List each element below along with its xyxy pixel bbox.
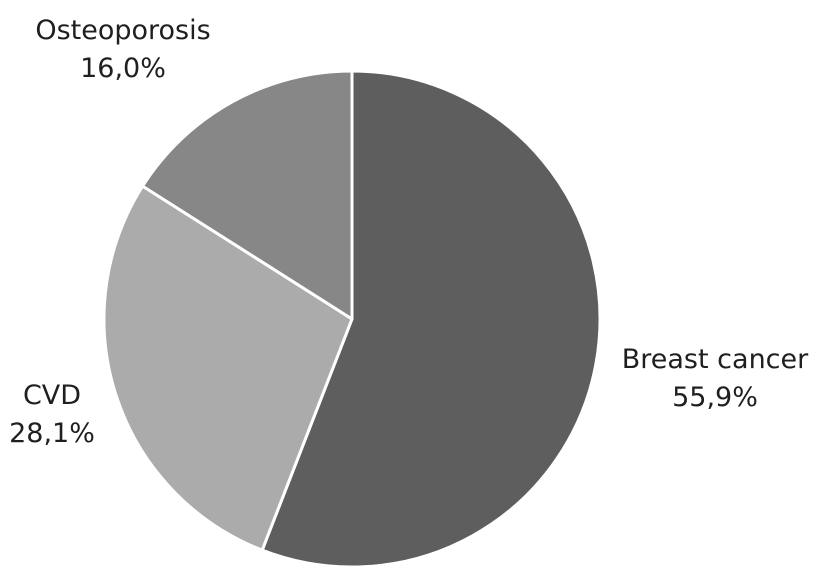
pie-slice-cvd — [102, 184, 354, 552]
slice-value-label-osteoporosis: 16,0% — [80, 53, 166, 84]
slice-value-label-cvd: 28,1% — [9, 418, 95, 449]
pie-labels: Breast cancer 55,9% CVD 28,1% Osteoporosis 16… — [9, 15, 809, 449]
slice-label-breast-cancer: Breast cancer — [622, 344, 809, 375]
slice-label-osteoporosis: Osteoporosis — [35, 15, 210, 46]
pie-slice-breast-cancer — [260, 69, 602, 569]
slice-value-label-breast-cancer: 55,9% — [672, 382, 758, 413]
pie-slices — [102, 69, 602, 569]
slice-label-cvd: CVD — [23, 380, 81, 411]
pie-slice-osteoporosis — [141, 69, 354, 321]
